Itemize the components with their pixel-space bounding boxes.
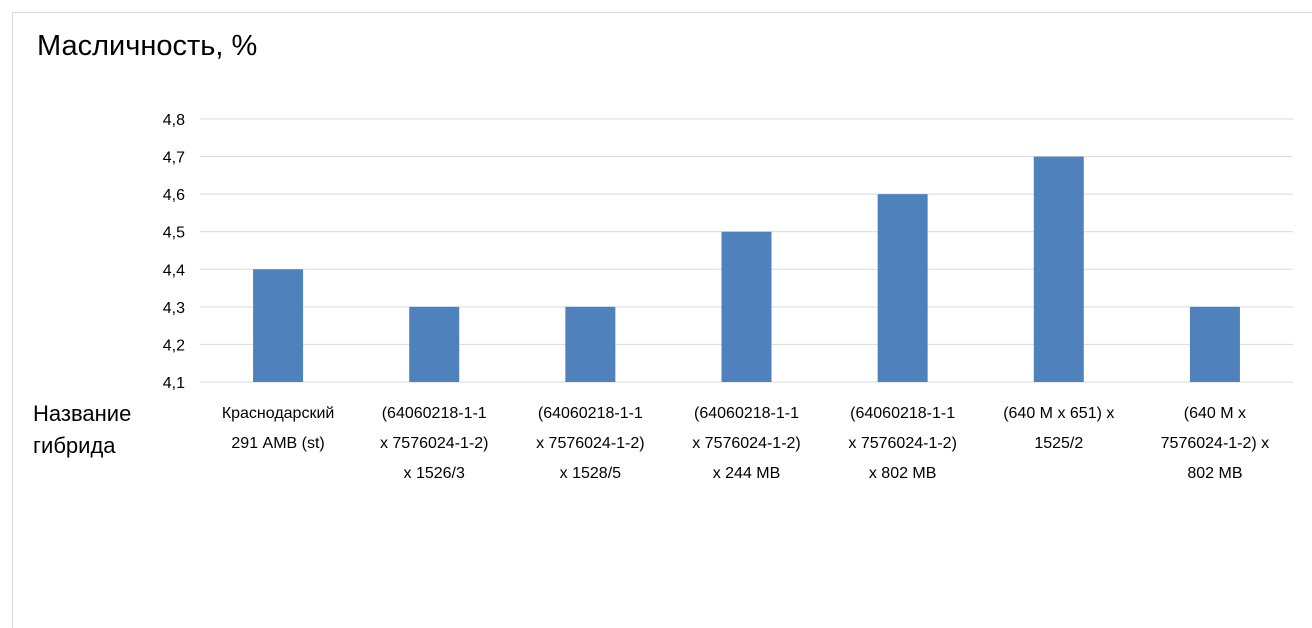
x-axis-title-line-2: гибрида [33, 433, 116, 458]
bar [409, 306, 460, 382]
y-tick-label: 4,2 [163, 337, 185, 354]
x-tick-label: x 7576024-1-2) [692, 435, 801, 452]
x-tick-label: x 7576024-1-2) [848, 435, 957, 452]
y-tick-label: 4,3 [163, 300, 185, 317]
x-tick-label: Краснодарский [222, 405, 335, 422]
x-tick-label: (64060218-1-1 [538, 405, 643, 422]
x-tick-label: (64060218-1-1 [382, 405, 487, 422]
x-tick-label: x 7576024-1-2) [536, 435, 645, 452]
y-tick-label: 4,7 [163, 150, 185, 167]
x-tick-label: 7576024-1-2) x [1161, 435, 1270, 452]
bar [1033, 156, 1084, 382]
bar [721, 231, 772, 382]
x-tick-label: x 1528/5 [560, 465, 621, 482]
bar [1189, 306, 1240, 382]
x-axis-title-line-1: Название [33, 401, 132, 426]
x-tick-label: (640 M x [1184, 405, 1246, 422]
x-tick-label: 1525/2 [1034, 435, 1083, 452]
x-tick-label: 802 MB [1187, 465, 1242, 482]
x-axis-title: Название гибрида [33, 398, 131, 462]
y-tick-label: 4,5 [163, 225, 185, 242]
chart-frame [12, 12, 1312, 628]
bar [565, 306, 616, 382]
x-tick-label: x 802 MB [869, 465, 937, 482]
x-tick-label: x 244 MB [713, 465, 781, 482]
x-tick-label: (64060218-1-1 [850, 405, 955, 422]
x-tick-label: (640 M x 651) x [1003, 405, 1114, 422]
chart-title: Масличность, % [37, 30, 258, 62]
y-tick-label: 4,1 [163, 375, 185, 392]
x-tick-label: x 1526/3 [404, 465, 465, 482]
x-tick-label: x 7576024-1-2) [380, 435, 489, 452]
x-tick-label: 291 АМВ (st) [231, 435, 324, 452]
bar [877, 194, 928, 382]
y-tick-label: 4,4 [163, 262, 185, 279]
y-tick-label: 4,6 [163, 187, 185, 204]
x-tick-label: (64060218-1-1 [694, 405, 799, 422]
bar [253, 269, 304, 382]
y-tick-label: 4,8 [163, 112, 185, 129]
